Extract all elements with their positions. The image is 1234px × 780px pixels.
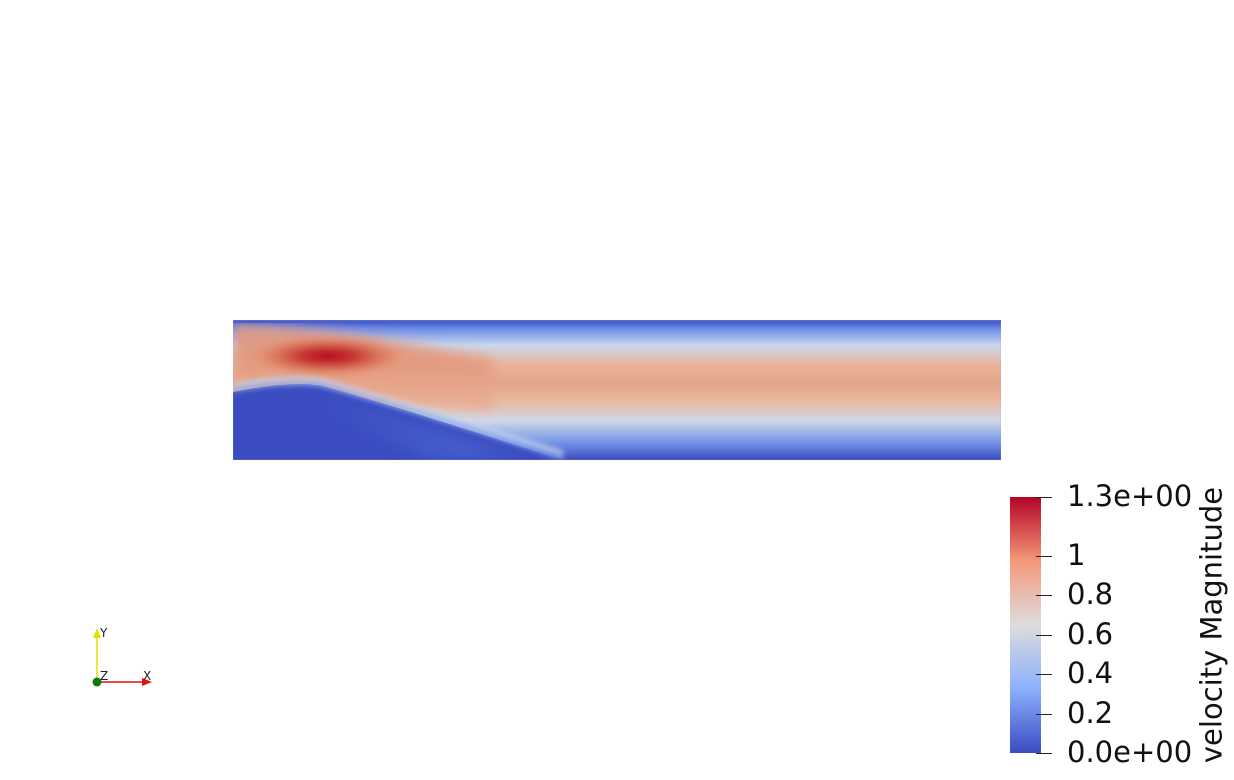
colorbar-tick: [1036, 595, 1052, 596]
colorbar-tick-label: 0.0e+00: [1067, 735, 1193, 769]
velocity-field-plot[interactable]: [233, 320, 1001, 460]
colorbar: [1010, 497, 1041, 753]
y-axis-arrow: [93, 628, 101, 638]
z-axis-label: Z: [100, 669, 108, 683]
z-axis-dot: [92, 677, 102, 687]
orientation-axes-widget: Y Z X: [92, 626, 152, 687]
colorbar-tick: [1036, 714, 1052, 715]
colorbar-tick: [1036, 556, 1052, 557]
colorbar-tick: [1036, 497, 1052, 498]
colorbar-tick-label: 1: [1067, 538, 1086, 572]
colorbar-tick-label: 0.4: [1067, 656, 1114, 690]
colorbar-tick: [1036, 635, 1052, 636]
colorbar-tick: [1036, 753, 1052, 754]
colorbar-title: velocity Magnitude: [1194, 486, 1229, 764]
colorbar-tick-label: 0.6: [1067, 617, 1114, 651]
colorbar-tick-label: 1.3e+00: [1067, 479, 1193, 513]
colorbar-tick: [1036, 674, 1052, 675]
colorbar-tick-label: 0.2: [1067, 696, 1114, 730]
x-axis-label: X: [143, 669, 151, 683]
y-axis-label: Y: [99, 626, 108, 640]
colorbar-tick-label: 0.8: [1067, 577, 1114, 611]
x-axis-arrow: [142, 678, 152, 686]
